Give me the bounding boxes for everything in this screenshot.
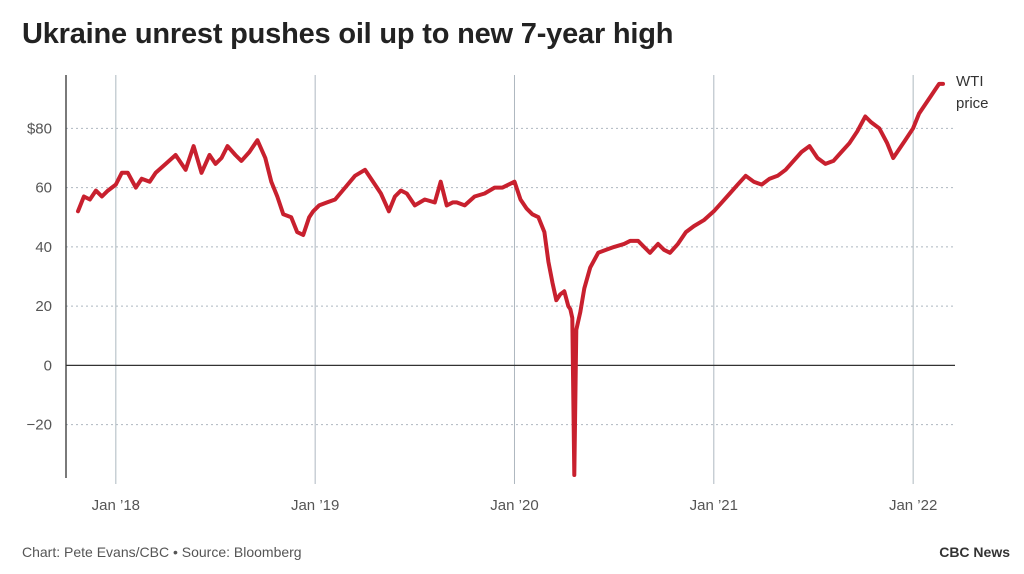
- x-tick-label: Jan ’18: [92, 497, 140, 514]
- chart-credit: Chart: Pete Evans/CBC • Source: Bloomber…: [22, 544, 302, 560]
- x-tick-labels: Jan ’18 Jan ’19 Jan ’20 Jan ’21 Jan ’22: [92, 497, 938, 514]
- y-tick-label: 0: [44, 357, 52, 374]
- y-tick-label: 40: [35, 239, 52, 256]
- brand-logo-text: CBC News: [939, 544, 1010, 560]
- y-tick-label: −20: [27, 417, 52, 434]
- x-tick-label: Jan ’21: [690, 497, 738, 514]
- x-tick-label: Jan ’20: [490, 497, 538, 514]
- y-tick-label: 20: [35, 298, 52, 315]
- wti-price-line: [76, 81, 945, 477]
- series-label: WTI price: [956, 73, 989, 112]
- vertical-gridlines: [115, 75, 914, 484]
- y-tick-label: $80: [27, 120, 52, 137]
- x-tick-label: Jan ’22: [889, 497, 937, 514]
- x-tick-label: Jan ’19: [291, 497, 339, 514]
- series-label-text: WTI: [956, 73, 984, 90]
- horizontal-gridlines: [66, 127, 955, 426]
- chart-title: Ukraine unrest pushes oil up to new 7-ye…: [22, 18, 674, 50]
- y-tick-label: 60: [35, 180, 52, 197]
- y-tick-labels: $80 60 40 20 0 −20: [27, 120, 52, 433]
- series-label-text: price: [956, 95, 989, 112]
